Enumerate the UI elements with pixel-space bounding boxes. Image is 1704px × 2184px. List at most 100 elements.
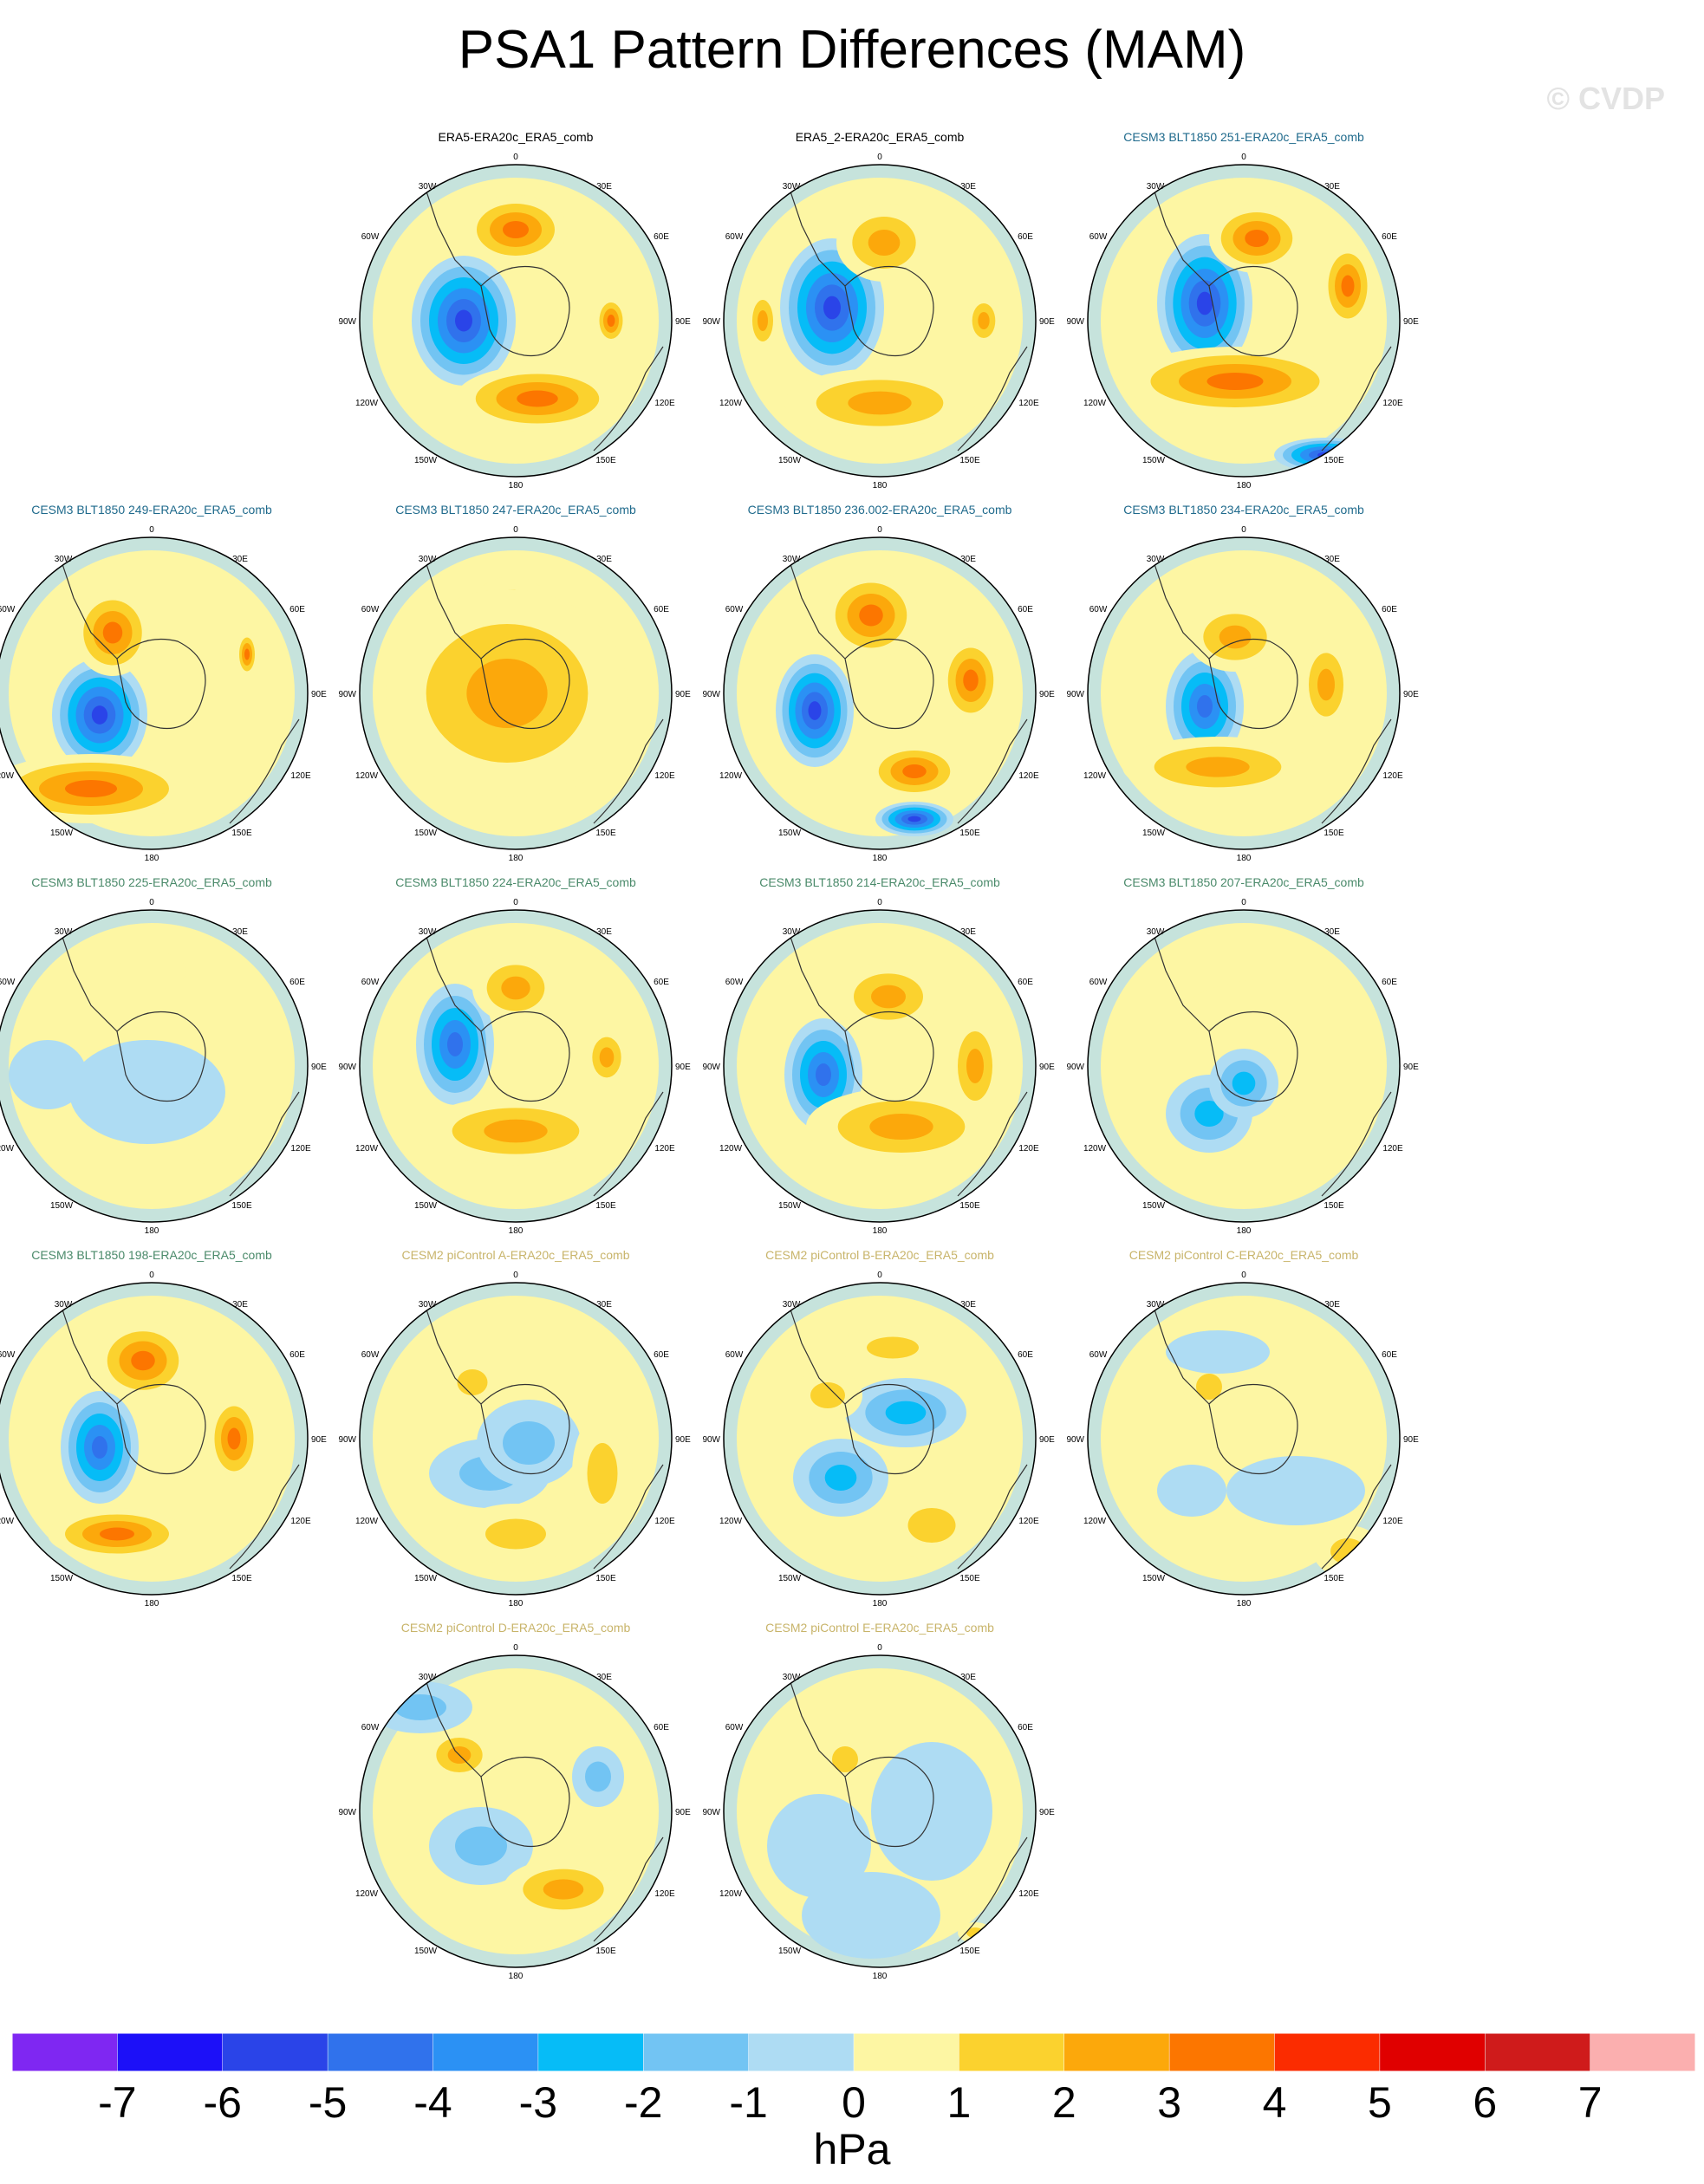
longitude-label: 150E — [959, 1947, 980, 1956]
longitude-label: 60E — [1382, 605, 1397, 614]
longitude-label: 180 — [509, 481, 524, 491]
coastline — [419, 1663, 482, 1778]
longitude-label: 120E — [654, 399, 675, 408]
map-panel: ERA5-ERA20c_ERA5_comb 0 180 30W 30E 60W 60E 90W… — [334, 130, 698, 494]
map-background — [1088, 1283, 1400, 1595]
longitude-label: 0 — [1241, 898, 1246, 907]
longitude-label: 150E — [595, 456, 616, 465]
colorbar-tick-label: -2 — [624, 2078, 663, 2127]
map-panel: ERA5_2-ERA20c_ERA5_comb 0 180 30W 30E 60W 60E 9… — [698, 130, 1062, 494]
panel-title: CESM2 piControl A-ERA20c_ERA5_comb — [401, 1248, 630, 1262]
high-contour — [466, 659, 548, 728]
low-contour — [823, 296, 841, 320]
longitude-label: 120E — [1382, 399, 1403, 408]
longitude-label: 180 — [509, 854, 524, 863]
longitude-label: 30E — [1324, 555, 1340, 564]
longitude-label: 60W — [1089, 1350, 1108, 1360]
longitude-label: 150W — [778, 829, 802, 838]
high-contour — [100, 1527, 134, 1541]
longitude-label: 90W — [338, 690, 356, 699]
longitude-label: 120E — [1382, 771, 1403, 781]
map-panel: CESM3 BLT1850 198-ERA20c_ERA5_comb 0 180 30… — [0, 1248, 334, 1612]
map-panel: CESM2 piControl E-ERA20c_ERA5_comb 0 180 30… — [698, 1621, 1062, 1985]
longitude-label: 90W — [702, 317, 720, 327]
longitude-label: 0 — [513, 153, 518, 162]
coastline — [419, 1290, 482, 1405]
longitude-label: 90W — [702, 690, 720, 699]
coastline — [593, 346, 664, 452]
longitude-label: 120E — [1018, 1517, 1039, 1526]
longitude-label: 150E — [959, 829, 980, 838]
high-contour — [758, 310, 768, 331]
longitude-label: 30W — [419, 555, 437, 564]
colorbar-tick-label: -1 — [729, 2078, 768, 2127]
longitude-label: 180 — [509, 1226, 524, 1236]
longitude-label: 0 — [877, 525, 882, 535]
longitude-label: 150W — [414, 1947, 438, 1956]
longitude-label: 60W — [0, 978, 16, 987]
colorbar-tick-label: 2 — [1051, 2078, 1076, 2127]
colorbar-tick-label: 1 — [946, 2078, 972, 2127]
longitude-label: 120E — [290, 1144, 311, 1154]
map-background — [1088, 537, 1400, 849]
coastline — [784, 545, 846, 660]
longitude-label: 60E — [289, 978, 305, 987]
longitude-label: 30W — [783, 927, 801, 937]
colorbar-segment — [1168, 2033, 1276, 2071]
longitude-label: 120W — [719, 1517, 743, 1526]
longitude-label: 120W — [719, 399, 743, 408]
longitude-label: 120E — [1018, 1889, 1039, 1899]
longitude-label: 60W — [0, 605, 16, 614]
panel-title: CESM3 BLT1850 224-ERA20c_ERA5_comb — [395, 875, 636, 889]
colorbar-tick-label: -7 — [98, 2078, 137, 2127]
longitude-label: 90W — [1066, 1435, 1084, 1445]
longitude-label: 60W — [0, 1350, 16, 1360]
longitude-label: 120W — [355, 1144, 379, 1154]
map-background — [0, 1283, 308, 1595]
panel-title: CESM3 BLT1850 251-ERA20c_ERA5_comb — [1123, 130, 1364, 144]
longitude-label: 180 — [145, 1226, 159, 1236]
longitude-label: 30W — [783, 555, 801, 564]
longitude-label: 150W — [414, 1574, 438, 1583]
map-panel: CESM3 BLT1850 207-ERA20c_ERA5_comb 0 180 30… — [1062, 875, 1426, 1239]
longitude-label: 30E — [596, 1300, 612, 1310]
longitude-label: 30E — [1324, 1300, 1340, 1310]
colorbar-tick-label: 6 — [1473, 2078, 1498, 2127]
longitude-label: 150W — [1142, 829, 1166, 838]
longitude-label: 90E — [1039, 690, 1055, 699]
high-contour — [117, 952, 186, 990]
colorbar-tick-label: -6 — [203, 2078, 242, 2127]
longitude-label: 0 — [149, 1271, 154, 1280]
longitude-label: 120E — [1382, 1517, 1403, 1526]
longitude-label: 90E — [675, 1435, 691, 1445]
map-border — [1087, 536, 1401, 850]
high-contour — [102, 621, 123, 644]
longitude-label: 180 — [873, 854, 888, 863]
colorbar-ticks: -7 -6 -5 -4 -3 -2 -1 0 1 2 3 4 5 6 7 — [0, 2078, 1704, 2130]
longitude-label: 150E — [231, 1201, 252, 1211]
longitude-label: 60E — [1382, 1350, 1397, 1360]
colorbar-segment — [12, 2033, 119, 2071]
map-border — [0, 909, 309, 1223]
longitude-label: 0 — [1241, 525, 1246, 535]
longitude-label: 90E — [311, 1435, 327, 1445]
high-contour — [907, 1508, 956, 1543]
low-contour — [808, 701, 822, 720]
longitude-label: 120E — [1018, 399, 1039, 408]
map-background — [360, 910, 672, 1222]
coastline — [593, 718, 664, 824]
figure-title: PSA1 Pattern Differences (MAM) — [458, 20, 1246, 80]
high-contour — [1186, 757, 1250, 777]
longitude-label: 30E — [960, 1673, 976, 1682]
longitude-label: 150W — [414, 456, 438, 465]
longitude-label: 90E — [1039, 317, 1055, 327]
low-contour — [92, 1436, 107, 1459]
low-contour — [455, 1826, 507, 1866]
map-panel: CESM3 BLT1850 236.002-ERA20c_ERA5_comb 0 1… — [698, 503, 1062, 867]
colorbar-segment — [643, 2033, 750, 2071]
high-contour — [543, 1879, 584, 1900]
longitude-label: 150E — [1324, 456, 1344, 465]
longitude-label: 60E — [1018, 1723, 1033, 1732]
